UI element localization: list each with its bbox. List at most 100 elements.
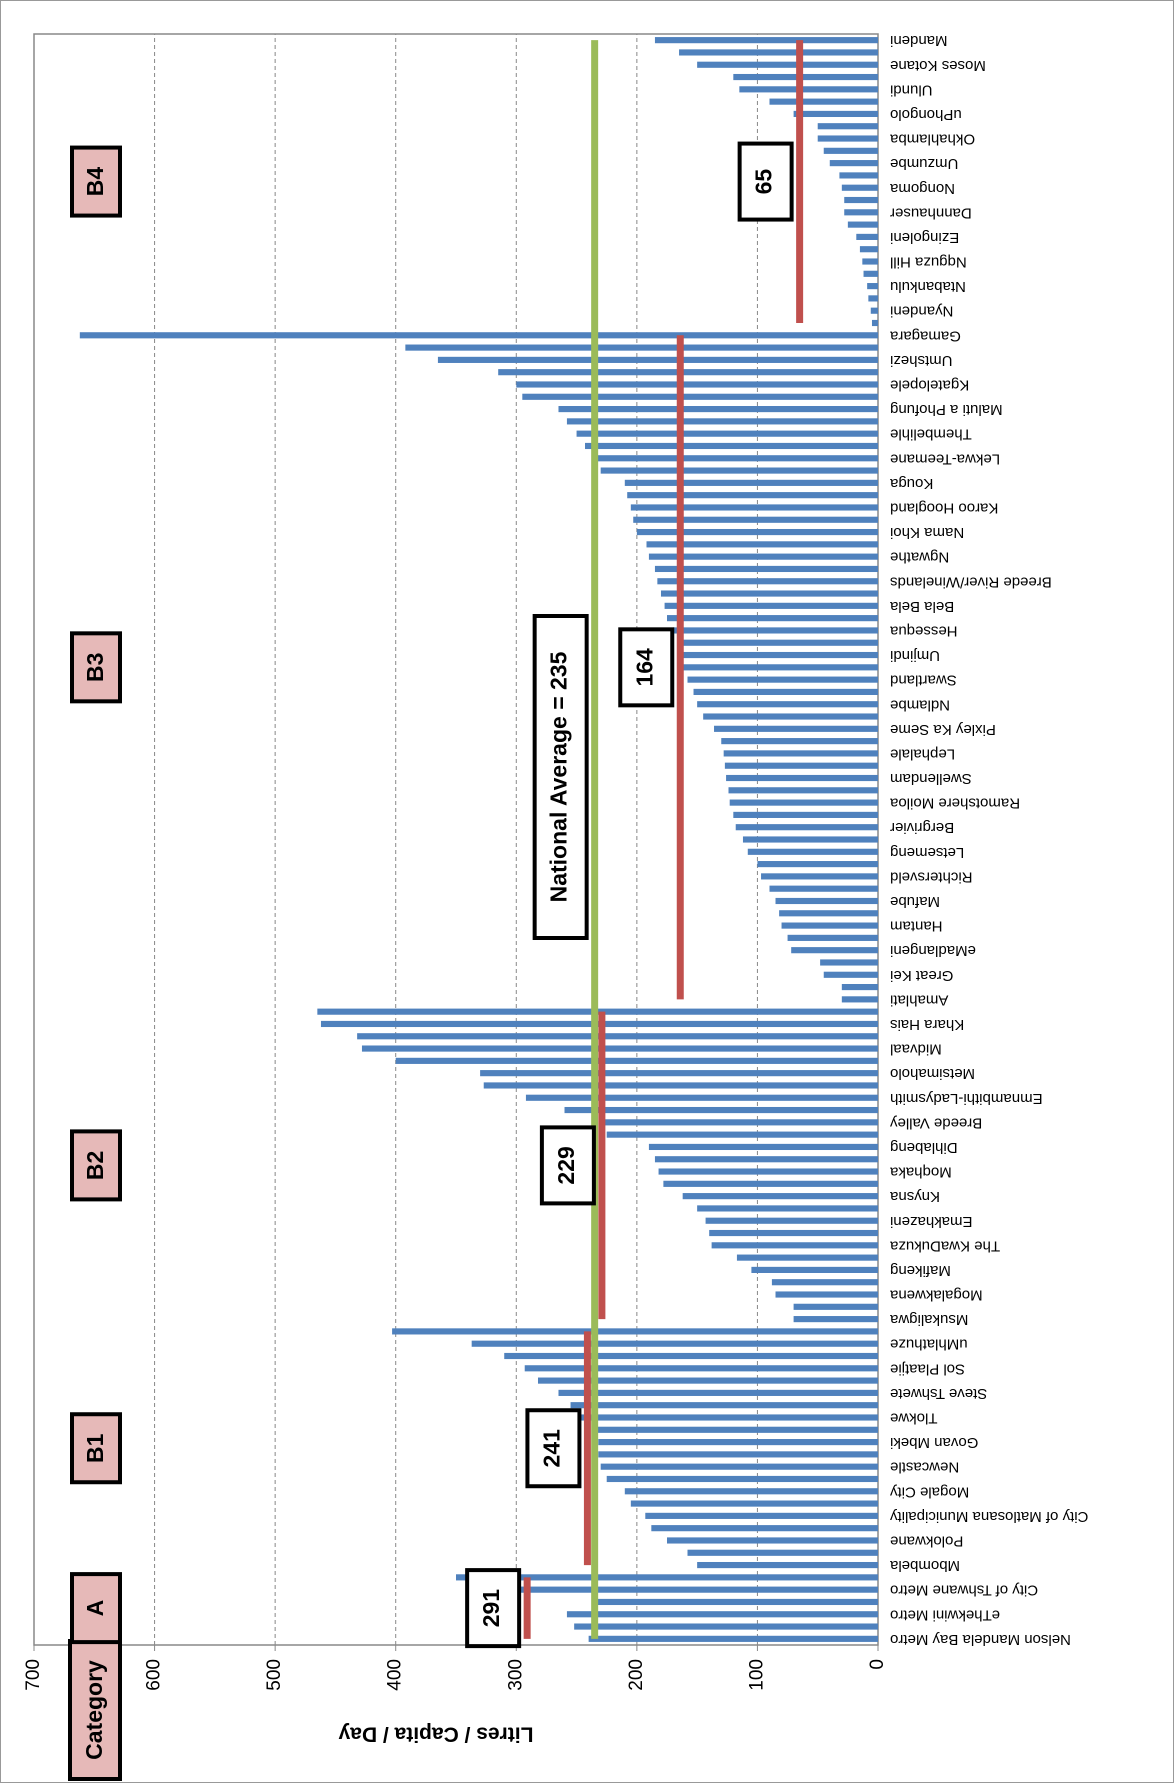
bar — [682, 1193, 878, 1200]
x-tick-label: Okhahlamba — [889, 131, 975, 148]
x-tick-label: eThekwini Metro — [890, 1606, 1000, 1623]
x-tick-label: Mbombela — [889, 1557, 960, 1574]
bar — [793, 1316, 878, 1323]
bar — [651, 1525, 879, 1532]
x-tick-label: Karoo Hoogland — [890, 499, 998, 516]
y-tick-label: 500 — [264, 1659, 285, 1691]
y-tick-label: 300 — [505, 1659, 526, 1691]
x-tick-label: The KwaDukuza — [889, 1237, 1000, 1254]
bar — [733, 73, 878, 81]
bar — [645, 1512, 878, 1519]
bar — [682, 664, 878, 671]
group-average-label: 229 — [553, 1146, 579, 1184]
national-average-label: National Average = 235 — [546, 651, 572, 902]
x-tick-label: Ngwathe — [890, 549, 949, 566]
x-tick-label: Nyandeni — [890, 303, 953, 320]
bar — [757, 861, 879, 868]
x-tick-label: Pixley Ka Seme — [890, 721, 996, 738]
bar — [791, 947, 879, 954]
bar — [697, 701, 879, 708]
x-tick-label: Bela Bela — [889, 598, 954, 615]
group-box — [70, 631, 122, 704]
bar — [681, 651, 878, 659]
bar — [483, 1082, 878, 1089]
group-average-label: 291 — [478, 1589, 504, 1628]
group-box — [70, 1412, 122, 1485]
x-tick-label: Maluti a Phofung — [890, 401, 1003, 418]
x-tick-label: Nelson Mandela Bay Metro — [890, 1631, 1071, 1648]
x-tick-label: Letsemeng — [890, 844, 964, 861]
bar — [658, 1168, 878, 1175]
bar — [735, 824, 878, 831]
bar — [859, 246, 879, 253]
x-tick-label: Breede River/Winelands — [890, 573, 1052, 590]
group-average-box — [737, 141, 794, 222]
bar — [687, 1549, 878, 1556]
bar — [728, 787, 879, 794]
x-tick-label: Swellendam — [890, 770, 972, 787]
bar — [648, 1143, 879, 1151]
bar — [868, 295, 879, 302]
bar — [863, 270, 879, 277]
bar — [703, 713, 879, 720]
bar — [829, 160, 878, 167]
bar — [660, 590, 878, 597]
bar — [841, 996, 878, 1003]
x-tick-label: Hessequa — [889, 622, 957, 639]
category-header: Category — [81, 1660, 107, 1760]
bar — [576, 1414, 878, 1421]
bar — [627, 492, 878, 499]
bar — [392, 1328, 878, 1335]
x-tick-label: uMhlathuze — [890, 1336, 968, 1353]
x-tick-label: Ramotshere Moiloa — [889, 795, 1020, 812]
bar — [793, 1303, 878, 1310]
x-tick-label: Tlokwe — [890, 1410, 938, 1427]
bar — [844, 196, 878, 204]
x-tick-label: Midvaal — [890, 1041, 942, 1058]
bar — [847, 221, 878, 228]
bar — [817, 135, 879, 142]
bar — [598, 1439, 878, 1446]
bar — [862, 258, 879, 265]
y-tick-label: 400 — [385, 1659, 406, 1691]
bar — [709, 1229, 879, 1237]
bar — [600, 467, 879, 474]
bar — [498, 369, 878, 376]
x-tick-label: Mandeni — [890, 32, 948, 49]
x-tick-label: Nama Khoi — [890, 524, 964, 541]
x-tick-label: Lekwa-Teemane — [890, 450, 1000, 467]
bar — [724, 762, 878, 769]
x-tick-label: Ulundi — [890, 81, 933, 98]
bar — [630, 504, 878, 511]
x-tick-label: Dihlabeng — [890, 1139, 958, 1156]
x-tick-label: Umtshezi — [890, 352, 953, 369]
bar — [576, 430, 878, 437]
bar — [558, 406, 878, 413]
bar — [820, 959, 879, 966]
group-name: B1 — [82, 1433, 108, 1463]
bar — [456, 1574, 878, 1581]
bar — [633, 516, 878, 523]
x-tick-label: Kgatelopele — [890, 377, 969, 394]
bar — [504, 1352, 878, 1360]
x-tick-label: eMadlangeni — [890, 942, 976, 959]
x-tick-label: Lephalale — [890, 745, 955, 762]
x-tick-label: Mogalakwena — [889, 1287, 982, 1304]
bar — [679, 639, 878, 646]
bar — [761, 873, 878, 880]
x-tick-label: Bergrivier — [890, 819, 954, 836]
bar — [598, 1451, 878, 1458]
bar — [663, 1180, 879, 1187]
bar — [566, 1611, 878, 1618]
x-tick-label: City of Matlosana Municipality — [890, 1508, 1089, 1525]
x-tick-label: Breede Valley — [890, 1114, 983, 1131]
bar — [630, 1500, 878, 1507]
bar — [606, 1131, 878, 1138]
bar — [654, 37, 879, 44]
group-average-box — [465, 1568, 522, 1649]
bar — [714, 725, 878, 732]
bar — [679, 49, 878, 56]
x-tick-label: Mafikeng — [890, 1262, 951, 1279]
x-tick-label: Mafube — [890, 893, 940, 910]
group-average-box — [525, 1408, 582, 1489]
